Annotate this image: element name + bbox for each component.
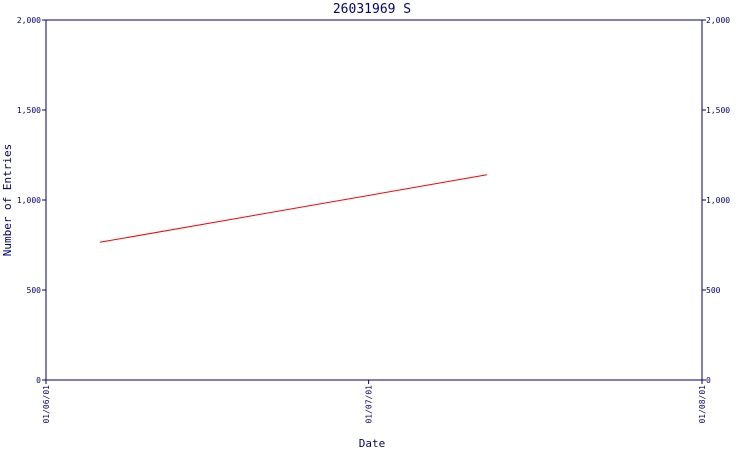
y-tick-label-left: 1,500: [17, 106, 41, 115]
y-tick-label-right: 1,500: [706, 106, 730, 115]
y-tick-label-right: 2,000: [706, 16, 730, 25]
y-tick-label-left: 0: [36, 376, 41, 385]
y-axis-left: 0 500 1,000 1,500 2,000: [17, 16, 46, 385]
series-group: [99, 174, 487, 243]
chart-title: 26031969 S: [333, 2, 411, 17]
x-tick-label: 01/08/01: [698, 385, 707, 424]
x-axis: 01/06/01 01/07/01 01/08/01: [42, 380, 707, 424]
y-tick-label-left: 500: [27, 286, 42, 295]
y-tick-label-left: 1,000: [17, 196, 41, 205]
x-tick-label: 01/07/01: [365, 385, 374, 424]
plot-area: [45, 19, 703, 381]
series-line: [99, 174, 487, 243]
y-axis-right: 0 500 1,000 1,500 2,000: [702, 16, 730, 385]
y-tick-label-right: 500: [706, 286, 721, 295]
y-axis-label: Number of Entries: [1, 144, 14, 257]
y-tick-label-right: 0: [706, 376, 711, 385]
y-tick-label-left: 2,000: [17, 16, 41, 25]
y-tick-label-right: 1,000: [706, 196, 730, 205]
x-tick-label: 01/06/01: [42, 385, 51, 424]
x-axis-label: Date: [359, 437, 386, 450]
